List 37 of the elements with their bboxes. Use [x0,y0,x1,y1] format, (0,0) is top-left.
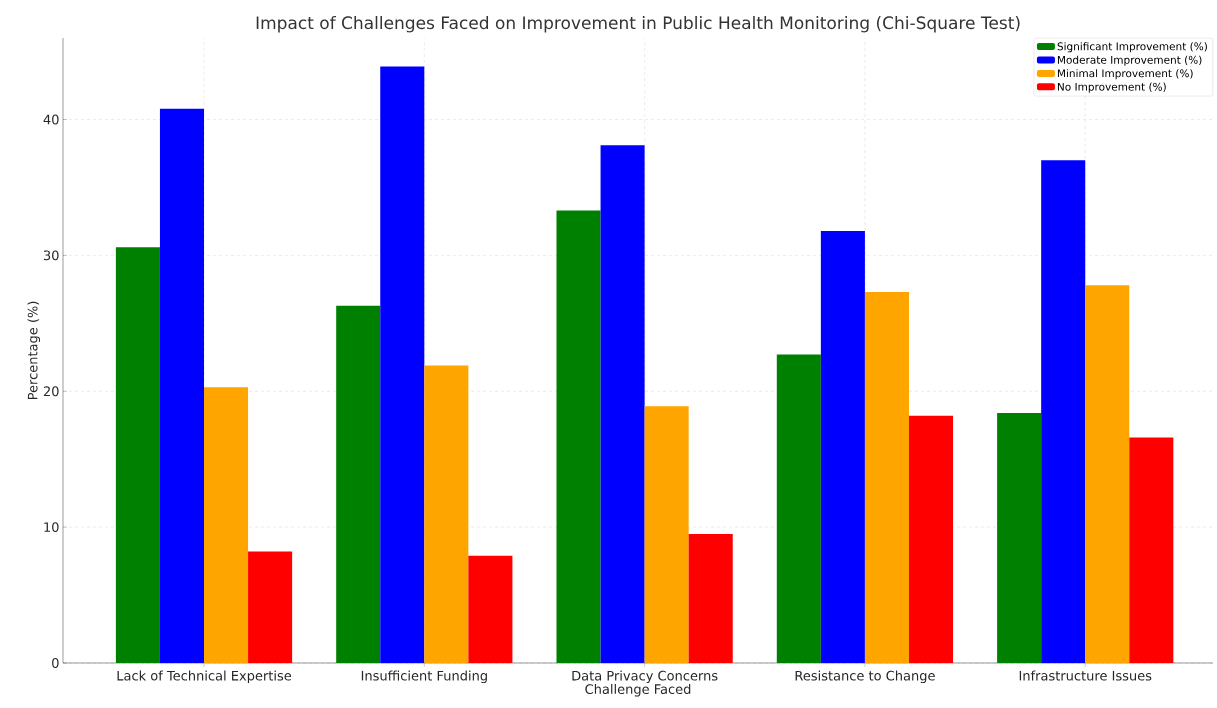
chart-title: Impact of Challenges Faced on Improvement in Public Health Monitoring (Chi-Square Test) [256,16,1020,33]
bar [997,412,1042,663]
bar [248,551,293,663]
bar [159,108,204,663]
bar [864,292,909,663]
bar [1085,285,1130,663]
legend-label: Minimal Improvement (%) [1057,69,1193,80]
legend-label: Moderate Improvement (%) [1057,55,1202,66]
bar [908,415,954,663]
bar [336,305,381,663]
x-tick-label: Infrastructure Issues [1019,670,1152,681]
y-tick-label: 30 [43,250,59,261]
y-tick-label: 40 [43,114,59,125]
legend-label: No Improvement (%) [1057,82,1166,93]
x-tick-label: Resistance to Change [795,670,935,684]
x-tick-label: Data Privacy Concerns [572,670,718,684]
bar [204,387,249,663]
bar [820,230,865,663]
bar [424,365,469,663]
bar [688,533,733,663]
bar [1129,437,1174,663]
x-tick-label: Lack of Technical Expertise [117,670,292,684]
bar [115,247,160,663]
bar [1041,160,1086,663]
bar [600,145,645,663]
x-tick-label: Insufficient Funding [361,670,487,684]
bar [556,210,601,663]
y-tick-label: 10 [44,522,59,533]
legend-label: Significant Improvement (%) [1057,42,1207,53]
bar [644,406,689,663]
y-axis-title: Percentage (%) [27,301,41,400]
bar [776,354,821,663]
x-axis-title: Challenge Faced [585,683,691,697]
bar [468,555,513,663]
bar [380,66,425,663]
y-tick-label: 20 [43,386,59,397]
y-tick-label: 0 [52,658,59,668]
